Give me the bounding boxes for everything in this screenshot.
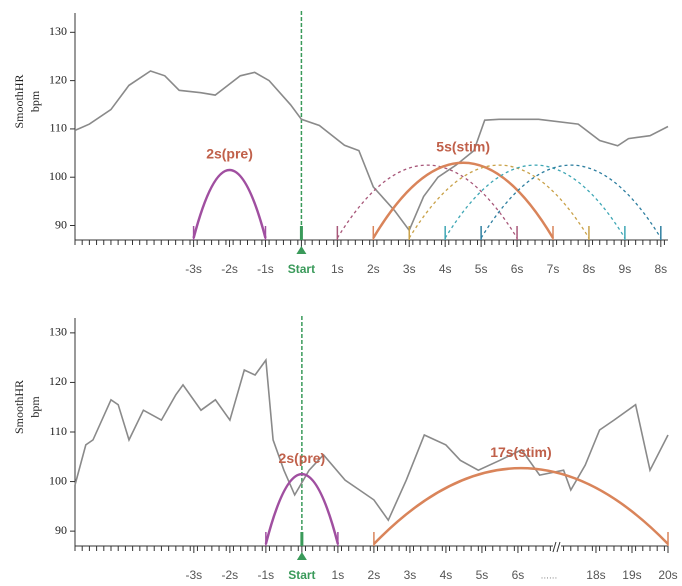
y-tick-label: 130: [49, 325, 67, 339]
y-axis-unit: bpm: [28, 90, 42, 112]
x-tick-label: 20s: [658, 568, 677, 582]
window-arc: [444, 164, 626, 239]
x-tick-label: 3s: [404, 568, 417, 582]
window-arc: [480, 164, 662, 239]
x-tick-label: -2s: [221, 262, 238, 276]
start-marker: [296, 552, 307, 560]
y-tick-label: 100: [49, 169, 67, 183]
y-tick-label: 90: [55, 217, 67, 231]
window-label: 17s(stim): [490, 444, 551, 460]
window-arc: [264, 473, 340, 545]
x-tick-label: 7s: [547, 262, 560, 276]
x-tick-label: -3s: [185, 262, 202, 276]
y-axis-label: SmoothHR: [12, 380, 26, 434]
break-label: ......: [541, 571, 558, 582]
hr-line: [74, 357, 669, 522]
y-tick-label: 100: [49, 473, 67, 487]
window-arc: [336, 164, 518, 239]
window-label: 2s(pre): [206, 146, 253, 162]
axis-break-mark: [556, 541, 561, 553]
y-tick-label: 120: [49, 374, 67, 388]
x-tick-label: 8s: [583, 262, 596, 276]
x-tick-label: 19s: [622, 568, 641, 582]
x-tick-label: 1s: [332, 568, 345, 582]
x-tick-label: Start: [288, 262, 315, 276]
x-tick-label: 2s: [367, 262, 380, 276]
window-arc: [408, 164, 590, 239]
x-tick-label: 4s: [440, 568, 453, 582]
y-tick-label: 110: [49, 121, 67, 135]
y-tick-label: 130: [49, 24, 67, 38]
y-tick-label: 90: [55, 523, 67, 537]
x-tick-label: 8s: [654, 262, 667, 276]
x-tick-label: 18s: [586, 568, 605, 582]
x-tick-label: Start: [288, 568, 315, 582]
x-tick-label: -3s: [186, 568, 203, 582]
window-arc: [192, 169, 267, 239]
y-tick-label: 120: [49, 72, 67, 86]
x-tick-label: 5s: [476, 568, 489, 582]
x-tick-label: 6s: [512, 568, 525, 582]
x-tick-label: 1s: [331, 262, 344, 276]
x-tick-label: 2s: [368, 568, 381, 582]
x-tick-label: -1s: [258, 568, 275, 582]
window-label: 5s(stim): [436, 138, 490, 154]
y-axis-label: SmoothHR: [12, 74, 26, 128]
x-tick-label: 9s: [619, 262, 632, 276]
x-tick-label: 4s: [439, 262, 452, 276]
axis-break-mark: [552, 541, 557, 553]
x-tick-label: 5s: [475, 262, 488, 276]
x-tick-label: -1s: [257, 262, 274, 276]
window-arc: [373, 466, 669, 545]
x-tick-label: 3s: [403, 262, 416, 276]
hr-line: [74, 70, 669, 232]
axis-break: [552, 543, 561, 555]
window-arc: [372, 161, 555, 239]
start-marker: [296, 246, 307, 254]
window-label: 2s(pre): [279, 450, 326, 466]
x-tick-label: 6s: [511, 262, 524, 276]
x-tick-label: -2s: [222, 568, 239, 582]
y-tick-label: 110: [49, 424, 67, 438]
y-axis-unit: bpm: [28, 396, 42, 418]
